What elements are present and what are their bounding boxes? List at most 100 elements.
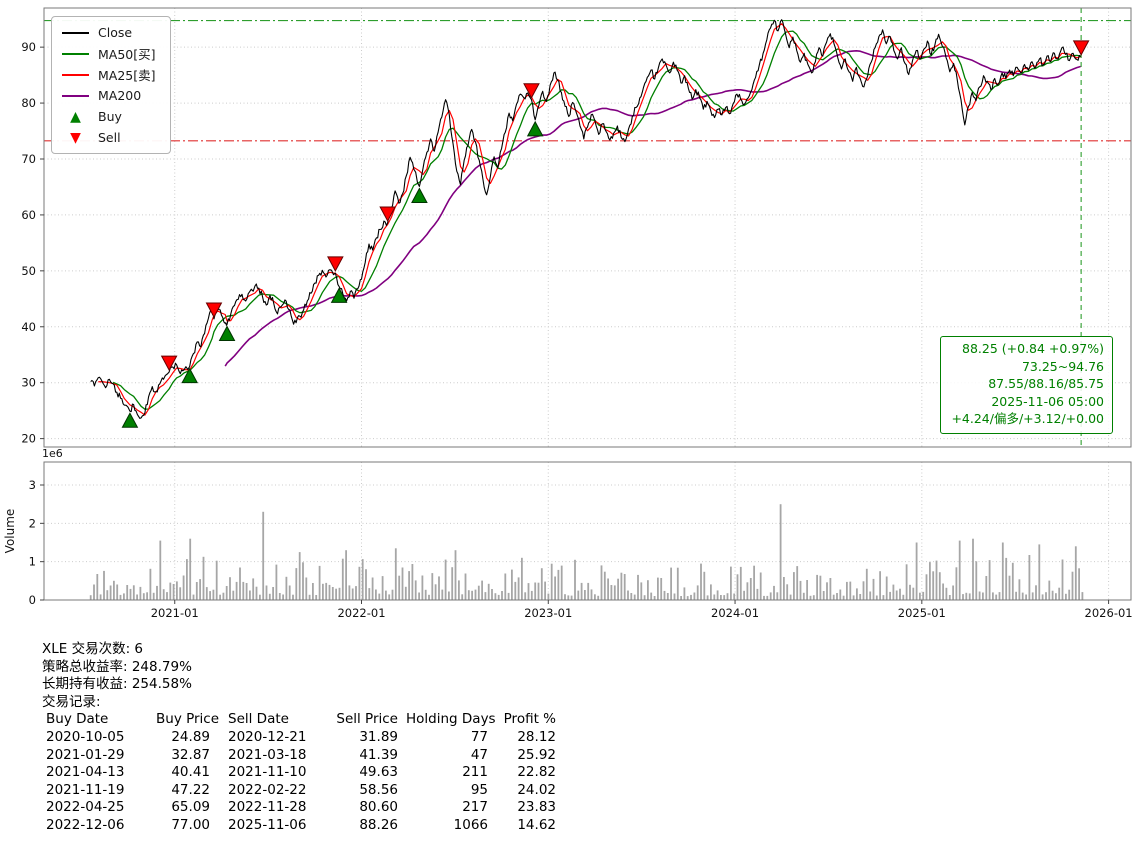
volume-bar (690, 594, 692, 600)
volume-bar (182, 575, 185, 600)
volume-bar (992, 592, 994, 600)
trades-row: 2021-04-13 40.41 2021-11-10 49.63 211 22.82 (46, 764, 556, 782)
volume-bar (302, 562, 304, 600)
trades-header-cell: Sell Price (336, 711, 398, 728)
volume-bar (255, 586, 258, 600)
volume-bar (252, 578, 255, 600)
volume-bar (166, 592, 168, 600)
x-tick-label: 2022-01 (337, 606, 385, 620)
volume-bar (693, 592, 696, 600)
legend-item-3: MA200 (62, 88, 156, 103)
volume-bar (875, 595, 878, 600)
volume-bar (467, 590, 470, 600)
volume-bar (298, 552, 301, 600)
volume-bar (209, 591, 211, 600)
volume-bar (1035, 585, 1037, 600)
volume-bar (802, 592, 805, 600)
buy-marker (181, 367, 199, 384)
volume-bar (421, 575, 424, 600)
ma25-line (98, 23, 1081, 416)
volume-bar (431, 573, 434, 600)
volume-bar (282, 594, 284, 600)
volume-bar (471, 590, 473, 600)
volume-bar (773, 585, 775, 600)
volume-bar (159, 540, 162, 600)
volume-bar (176, 581, 178, 600)
volume-bar (414, 580, 417, 600)
volume-bar (501, 591, 503, 600)
volume-bar (1061, 559, 1064, 600)
trades-cell: 40.41 (171, 764, 210, 781)
ma50-line (112, 30, 1081, 410)
trades-row: 2022-04-25 65.09 2022-11-28 80.60 217 23.83 (46, 799, 556, 817)
volume-bar (925, 574, 928, 600)
trades-cell: 28.12 (517, 728, 556, 745)
volume-bar (749, 578, 752, 600)
volume-bar (842, 595, 845, 600)
y-tick-label: 90 (21, 40, 36, 54)
volume-bar (331, 587, 334, 600)
volume-bar (603, 571, 606, 600)
volume-bar (162, 589, 165, 600)
trades-cell: 65.09 (171, 799, 210, 816)
volume-bar (985, 576, 988, 600)
volume-bar (759, 572, 762, 600)
trades-cell: 47.22 (171, 781, 210, 798)
volume-bar (1018, 579, 1021, 600)
volume-bar (534, 582, 537, 600)
legend-item-2: MA25[卖] (62, 67, 156, 83)
trades-cell: 2022-12-06 (46, 816, 125, 833)
volume-bar (746, 582, 749, 600)
ma200-line (224, 49, 1081, 367)
trades-header-cell: Sell Date (228, 711, 289, 728)
volume-bar (448, 591, 450, 600)
volume-bar (454, 550, 457, 600)
volume-bar (584, 590, 586, 600)
volume-bar (587, 582, 590, 600)
volume-bar (361, 559, 364, 600)
volume-bar (786, 584, 789, 600)
volume-bar (733, 593, 736, 600)
volume-bar (666, 593, 669, 600)
volume-bar (355, 586, 357, 600)
volume-bar (1008, 575, 1011, 600)
volume-bar (776, 592, 779, 600)
triangle-up-icon: ▲ (70, 108, 81, 125)
volume-bar (630, 593, 633, 600)
volume-bar (975, 561, 978, 600)
trades-header-cell: Profit % (503, 711, 556, 728)
buy-marker (411, 187, 428, 203)
volume-bar (597, 595, 600, 600)
volume-bar (793, 572, 795, 600)
volume-bar (560, 565, 563, 600)
trades-cell: 47 (470, 746, 488, 763)
trades-cell: 25.92 (517, 746, 556, 763)
close-line (90, 19, 1082, 419)
volume-bar (912, 587, 915, 600)
legend: Close MA50[买] MA25[卖] MA200 ▲ Buy ▼ Sell (51, 16, 171, 154)
hold-return-line: 长期持有收益: 254.58% (42, 676, 192, 693)
volume-bar (225, 586, 228, 600)
volume-bar (696, 585, 699, 600)
trades-cell: 32.87 (171, 746, 210, 763)
trades-cell: 211 (462, 764, 488, 781)
volume-bar (348, 585, 351, 600)
volume-bar (617, 578, 619, 600)
volume-bar (613, 585, 616, 600)
trades-cell: 2021-11-19 (46, 781, 125, 798)
volume-bar (434, 584, 437, 600)
quote-annotation: 88.25 (+0.84 +0.97%) 73.25~94.76 87.55/88.… (940, 336, 1113, 434)
legend-label: Sell (98, 130, 121, 145)
volume-bar (418, 592, 420, 600)
volume-bar (451, 567, 454, 600)
trades-cell: 41.39 (359, 746, 398, 763)
volume-bar (179, 587, 182, 600)
volume-bar (215, 560, 218, 600)
trades-cell: 2020-12-21 (228, 728, 307, 745)
volume-bar (129, 588, 132, 600)
volume-bar (623, 574, 626, 600)
volume-bar (637, 574, 639, 600)
volume-bar (673, 593, 676, 600)
volume-bar (315, 595, 318, 600)
volume-bar (1058, 587, 1061, 600)
